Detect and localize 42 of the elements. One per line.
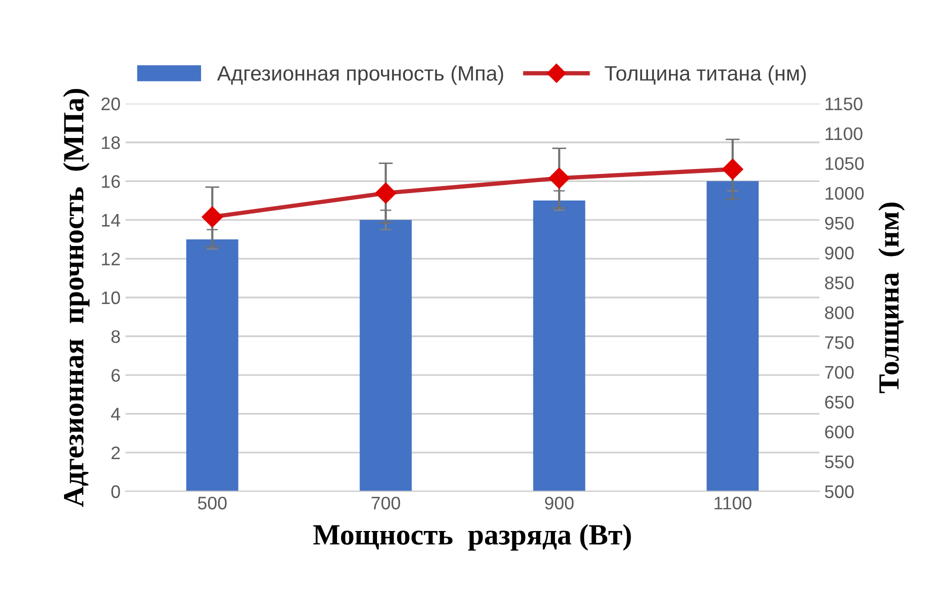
y-tick-label: 18 <box>102 136 120 150</box>
legend-label: Адгезионная прочность (Мпа) <box>217 65 504 85</box>
y2-tick-label: 1150 <box>826 98 862 110</box>
bar <box>706 181 759 492</box>
y2-axis-title: Толщина (нм) <box>878 202 905 394</box>
y2-tick-label: 750 <box>825 336 854 349</box>
y2-tick-label: 950 <box>825 216 854 230</box>
x-tick-label: 700 <box>372 496 400 510</box>
bar <box>186 239 238 492</box>
bar <box>360 220 412 492</box>
y2-tick-label: 700 <box>825 366 854 379</box>
y-tick-label: 4 <box>111 408 120 420</box>
y2-tick-label: 900 <box>825 246 854 260</box>
point <box>202 206 223 228</box>
y2-tick-label: 1050 <box>826 157 864 170</box>
y-tick-label: 20 <box>102 98 120 110</box>
x-tick-label: 500 <box>198 496 227 510</box>
y-tick-label: 12 <box>102 252 120 266</box>
legend-label: Толщина титана (нм) <box>604 65 806 85</box>
y2-tick-label: 650 <box>825 396 854 409</box>
point <box>375 182 396 204</box>
y-tick-label: 2 <box>112 446 120 460</box>
y2-tick-label: 800 <box>825 306 854 320</box>
y2-tick-label: 600 <box>825 426 854 438</box>
y2-tick-label: 550 <box>824 455 854 468</box>
y-tick-label: 14 <box>102 214 120 226</box>
y-tick-label: 8 <box>111 330 120 343</box>
point <box>722 158 744 180</box>
x-axis-title: Мощность разряда (Вт) <box>313 524 631 551</box>
y2-tick-label: 850 <box>825 276 854 290</box>
y-tick-label: 10 <box>102 291 120 304</box>
bar <box>533 200 586 492</box>
y-axis-title: Адгезионная прочность (МПа) <box>63 89 90 507</box>
x-tick-label: 900 <box>544 496 574 510</box>
y2-tick-label: 1000 <box>826 187 864 200</box>
y2-tick-label: 1100 <box>826 127 862 140</box>
point <box>548 168 570 189</box>
y-tick-label: 6 <box>112 368 120 382</box>
y2-tick-label: 500 <box>824 485 854 498</box>
x-tick-label: 1100 <box>714 496 752 510</box>
y-tick-label: 16 <box>102 175 120 188</box>
y-tick-label: 0 <box>111 485 120 498</box>
